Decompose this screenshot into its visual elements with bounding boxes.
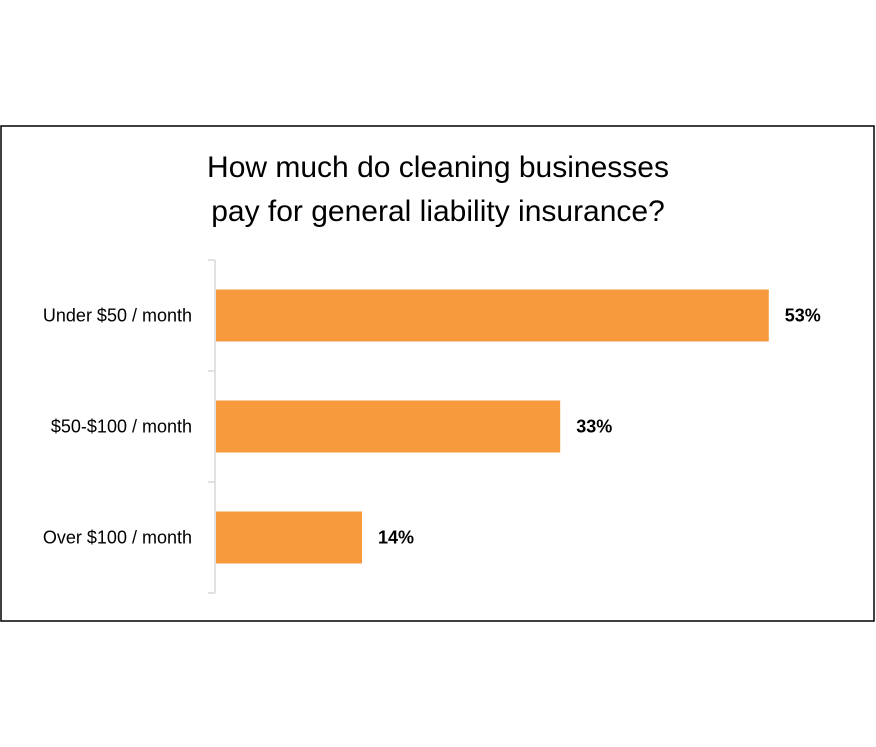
chart-frame <box>0 125 875 622</box>
value-label: 14% <box>378 527 414 547</box>
value-label: 33% <box>576 416 612 436</box>
category-label: $50-$100 / month <box>51 416 192 436</box>
category-label: Over $100 / month <box>43 527 192 547</box>
value-label: 53% <box>785 305 821 325</box>
bar <box>216 289 769 342</box>
bar <box>216 511 363 564</box>
category-label: Under $50 / month <box>43 305 192 325</box>
chart-title: How much do cleaning businesses pay for … <box>207 151 669 228</box>
bar <box>216 400 561 453</box>
